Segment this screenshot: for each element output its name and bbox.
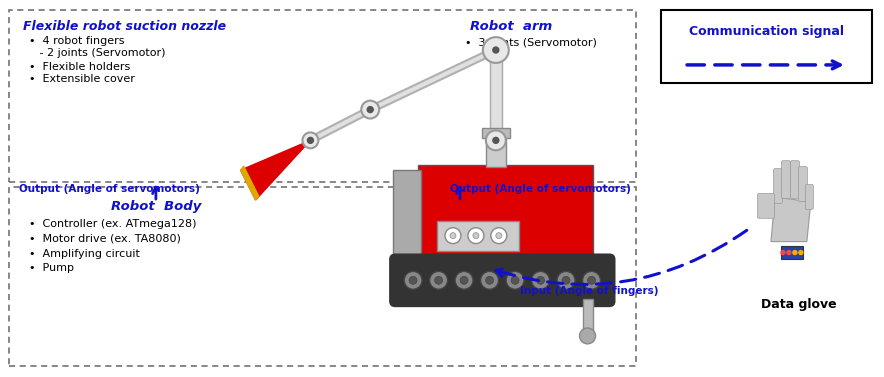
Circle shape bbox=[491, 228, 507, 244]
Circle shape bbox=[787, 251, 791, 254]
Text: •  Motor drive (ex. TA8080): • Motor drive (ex. TA8080) bbox=[29, 234, 181, 244]
Text: •  4 robot fingers: • 4 robot fingers bbox=[29, 36, 125, 46]
Circle shape bbox=[435, 276, 443, 284]
Text: •  Controller (ex. ATmega128): • Controller (ex. ATmega128) bbox=[29, 219, 197, 229]
Circle shape bbox=[793, 251, 796, 254]
FancyBboxPatch shape bbox=[758, 193, 774, 218]
Circle shape bbox=[409, 276, 417, 284]
Text: - 2 joints (Servomotor): - 2 joints (Servomotor) bbox=[29, 48, 166, 58]
Text: Robot  arm: Robot arm bbox=[470, 20, 552, 33]
Circle shape bbox=[367, 107, 373, 113]
Circle shape bbox=[583, 271, 600, 289]
Text: •  Flexible holders: • Flexible holders bbox=[29, 62, 131, 72]
Circle shape bbox=[473, 233, 479, 239]
Circle shape bbox=[483, 37, 509, 63]
Circle shape bbox=[799, 251, 803, 254]
Circle shape bbox=[455, 271, 473, 289]
Text: Output (Angle of servomotors): Output (Angle of servomotors) bbox=[19, 184, 200, 194]
Circle shape bbox=[450, 233, 456, 239]
FancyBboxPatch shape bbox=[798, 167, 807, 201]
FancyBboxPatch shape bbox=[393, 170, 421, 259]
Text: •  3 joints (Servomotor): • 3 joints (Servomotor) bbox=[465, 38, 597, 48]
Circle shape bbox=[302, 132, 318, 148]
Text: •  Pump: • Pump bbox=[29, 264, 74, 273]
FancyBboxPatch shape bbox=[805, 184, 813, 209]
Circle shape bbox=[537, 276, 545, 284]
FancyBboxPatch shape bbox=[418, 165, 592, 264]
Text: Flexible robot suction nozzle: Flexible robot suction nozzle bbox=[23, 20, 226, 33]
Polygon shape bbox=[240, 140, 310, 200]
FancyBboxPatch shape bbox=[490, 50, 502, 237]
Circle shape bbox=[557, 271, 575, 289]
Circle shape bbox=[460, 276, 468, 284]
FancyBboxPatch shape bbox=[583, 299, 592, 331]
Circle shape bbox=[486, 130, 506, 150]
Circle shape bbox=[781, 251, 785, 254]
Circle shape bbox=[485, 276, 493, 284]
Text: •  Amplifying circuit: • Amplifying circuit bbox=[29, 248, 141, 259]
Circle shape bbox=[493, 47, 499, 53]
Circle shape bbox=[445, 228, 461, 244]
Text: •  Extensible cover: • Extensible cover bbox=[29, 74, 135, 84]
FancyBboxPatch shape bbox=[781, 245, 803, 259]
FancyBboxPatch shape bbox=[437, 221, 519, 251]
Circle shape bbox=[430, 271, 447, 289]
Circle shape bbox=[404, 271, 422, 289]
Circle shape bbox=[308, 137, 314, 143]
Polygon shape bbox=[771, 197, 811, 242]
FancyBboxPatch shape bbox=[486, 137, 506, 167]
Text: Robot  Body: Robot Body bbox=[111, 200, 202, 213]
Circle shape bbox=[511, 276, 519, 284]
Circle shape bbox=[580, 328, 596, 344]
Text: Communication signal: Communication signal bbox=[689, 25, 844, 38]
Circle shape bbox=[588, 276, 596, 284]
FancyBboxPatch shape bbox=[661, 10, 872, 83]
FancyBboxPatch shape bbox=[390, 254, 614, 306]
Circle shape bbox=[506, 271, 524, 289]
Circle shape bbox=[496, 233, 502, 239]
Circle shape bbox=[562, 276, 570, 284]
Polygon shape bbox=[240, 166, 259, 200]
Circle shape bbox=[362, 101, 379, 118]
Text: Output (Angle of servomotors): Output (Angle of servomotors) bbox=[450, 184, 631, 194]
FancyBboxPatch shape bbox=[774, 169, 782, 203]
Circle shape bbox=[493, 137, 499, 143]
FancyBboxPatch shape bbox=[482, 129, 510, 138]
FancyBboxPatch shape bbox=[790, 161, 799, 198]
Circle shape bbox=[531, 271, 550, 289]
Circle shape bbox=[468, 228, 484, 244]
FancyBboxPatch shape bbox=[781, 161, 790, 198]
Circle shape bbox=[481, 271, 499, 289]
Text: Data glove: Data glove bbox=[761, 298, 836, 311]
Text: Input (Angle of fingers): Input (Angle of fingers) bbox=[520, 286, 659, 296]
